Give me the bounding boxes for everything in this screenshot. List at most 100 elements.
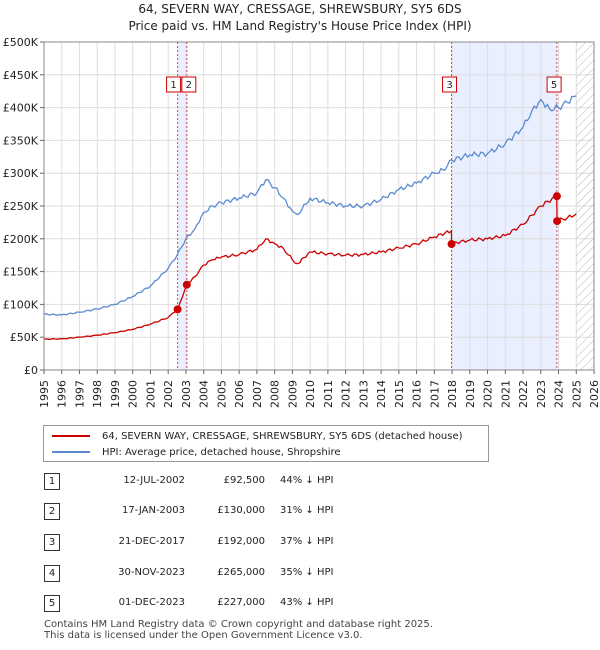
- sale-box-text-1: 1: [170, 80, 176, 91]
- legend-label-hpi: HPI: Average price, detached house, Shro…: [102, 446, 341, 458]
- sale-point-1: [173, 305, 182, 314]
- y-tick-label: £0: [24, 364, 38, 377]
- legend-label-property: 64, SEVERN WAY, CRESSAGE, SHREWSBURY, SY…: [102, 430, 463, 442]
- x-tick-label: 2014: [375, 380, 388, 408]
- chart-title-line1: 64, SEVERN WAY, CRESSAGE, SHREWSBURY, SY…: [138, 2, 462, 16]
- sale-label-box-1: 1: [166, 76, 182, 93]
- sale-price: £130,000: [217, 505, 265, 516]
- x-tick-label: 2020: [482, 380, 495, 408]
- sale-label-box-2: 2: [181, 76, 197, 93]
- y-tick-label: £300K: [3, 167, 39, 180]
- sale-hpi-diff: 37% ↓ HPI: [280, 536, 334, 547]
- sale-box-text-3: 3: [446, 80, 452, 91]
- sale-price: £192,000: [217, 536, 265, 547]
- x-tick-label: 2021: [499, 380, 512, 408]
- x-tick-label: 1997: [73, 380, 86, 408]
- y-tick-label: £400K: [3, 102, 39, 115]
- sale-price: £227,000: [217, 597, 265, 608]
- sale-point-2: [182, 280, 191, 289]
- sale-number: 2: [44, 503, 60, 520]
- x-tick-label: 2012: [340, 380, 353, 408]
- y-tick-label: £100K: [3, 298, 39, 311]
- x-tick-label: 2013: [357, 380, 370, 408]
- sale-hpi-diff: 43% ↓ HPI: [280, 597, 334, 608]
- legend-swatch-property: [52, 435, 90, 437]
- x-tick-label: 2005: [215, 380, 228, 408]
- x-tick-label: 2015: [393, 380, 406, 408]
- sale-label-box-5: 5: [546, 76, 562, 93]
- x-tick-label: 2018: [446, 380, 459, 408]
- sale-date: 30-NOV-2023: [118, 567, 185, 578]
- x-tick-label: 2022: [517, 380, 530, 408]
- x-tick-label: 2024: [553, 380, 566, 408]
- y-tick-label: £200K: [3, 233, 39, 246]
- legend-item-property: 64, SEVERN WAY, CRESSAGE, SHREWSBURY, SY…: [52, 428, 463, 444]
- x-tick-label: 2019: [464, 380, 477, 408]
- x-tick-label: 1995: [38, 380, 51, 408]
- x-tick-label: 2010: [304, 380, 317, 408]
- x-tick-label: 2003: [180, 380, 193, 408]
- sale-price: £92,500: [223, 475, 265, 486]
- footer-line2: This data is licensed under the Open Gov…: [44, 630, 363, 641]
- x-tick-label: 2026: [588, 380, 600, 408]
- y-tick-label: £150K: [3, 266, 39, 279]
- forecast-hatch: [576, 42, 594, 370]
- sale-hpi-diff: 31% ↓ HPI: [280, 505, 334, 516]
- y-tick-label: £500K: [3, 36, 39, 49]
- x-tick-label: 1996: [56, 380, 69, 408]
- y-tick-label: £450K: [3, 69, 39, 82]
- y-tick-label: £350K: [3, 134, 39, 147]
- x-tick-label: 2016: [411, 380, 424, 408]
- table-row: 1 12-JUL-2002 £92,500 44% ↓ HPI: [0, 472, 600, 492]
- sale-price: £265,000: [217, 567, 265, 578]
- x-tick-label: 2007: [251, 380, 264, 408]
- sale-hpi-diff: 44% ↓ HPI: [280, 475, 334, 486]
- sale-label-box-3: 3: [442, 76, 458, 93]
- sale-number: 1: [44, 473, 60, 490]
- x-tick-label: 2017: [428, 380, 441, 408]
- property-line: [43, 195, 577, 340]
- x-tick-label: 2023: [535, 380, 548, 408]
- table-row: 2 17-JAN-2003 £130,000 31% ↓ HPI: [0, 502, 600, 522]
- y-tick-label: £250K: [3, 200, 39, 213]
- table-row: 3 21-DEC-2017 £192,000 37% ↓ HPI: [0, 533, 600, 553]
- y-tick-label: £50K: [10, 331, 39, 344]
- footer-line1: Contains HM Land Registry data © Crown c…: [44, 619, 433, 630]
- sale-date: 17-JAN-2003: [121, 505, 185, 516]
- sale-box-2: [181, 76, 197, 93]
- sale-point-5: [553, 217, 562, 226]
- x-tick-label: 2000: [127, 380, 140, 408]
- x-tick-label: 2009: [286, 380, 299, 408]
- x-tick-label: 2006: [233, 380, 246, 408]
- sale-date: 21-DEC-2017: [118, 536, 185, 547]
- table-row: 5 01-DEC-2023 £227,000 43% ↓ HPI: [0, 594, 600, 614]
- x-tick-label: 2025: [570, 380, 583, 408]
- sale-date: 12-JUL-2002: [123, 475, 185, 486]
- footer-attribution: Contains HM Land Registry data © Crown c…: [44, 619, 433, 641]
- sale-point-3: [447, 240, 456, 249]
- table-row: 4 30-NOV-2023 £265,000 35% ↓ HPI: [0, 564, 600, 584]
- sale-number: 4: [44, 565, 60, 582]
- x-tick-label: 2004: [198, 380, 211, 408]
- sale-point-4: [552, 192, 561, 201]
- x-tick-label: 1998: [91, 380, 104, 408]
- sale-box-1: [166, 76, 182, 93]
- legend-swatch-hpi: [52, 451, 90, 453]
- x-tick-label: 2001: [144, 380, 157, 408]
- legend-item-hpi: HPI: Average price, detached house, Shro…: [52, 444, 341, 460]
- sale-number: 3: [44, 534, 60, 551]
- hpi-line: [43, 95, 577, 316]
- sale-hpi-diff: 35% ↓ HPI: [280, 567, 334, 578]
- sale-box-5: [546, 76, 562, 93]
- sale-number: 5: [44, 595, 60, 612]
- chart-legend: 64, SEVERN WAY, CRESSAGE, SHREWSBURY, SY…: [43, 425, 489, 462]
- sale-box-text-2: 2: [186, 80, 192, 91]
- sale-box-text-5: 5: [551, 80, 557, 91]
- x-tick-label: 2011: [322, 380, 335, 408]
- x-tick-label: 1999: [109, 380, 122, 408]
- sale-date: 01-DEC-2023: [118, 597, 185, 608]
- x-tick-label: 2008: [269, 380, 282, 408]
- x-tick-label: 2002: [162, 380, 175, 408]
- sale-box-3: [442, 76, 458, 93]
